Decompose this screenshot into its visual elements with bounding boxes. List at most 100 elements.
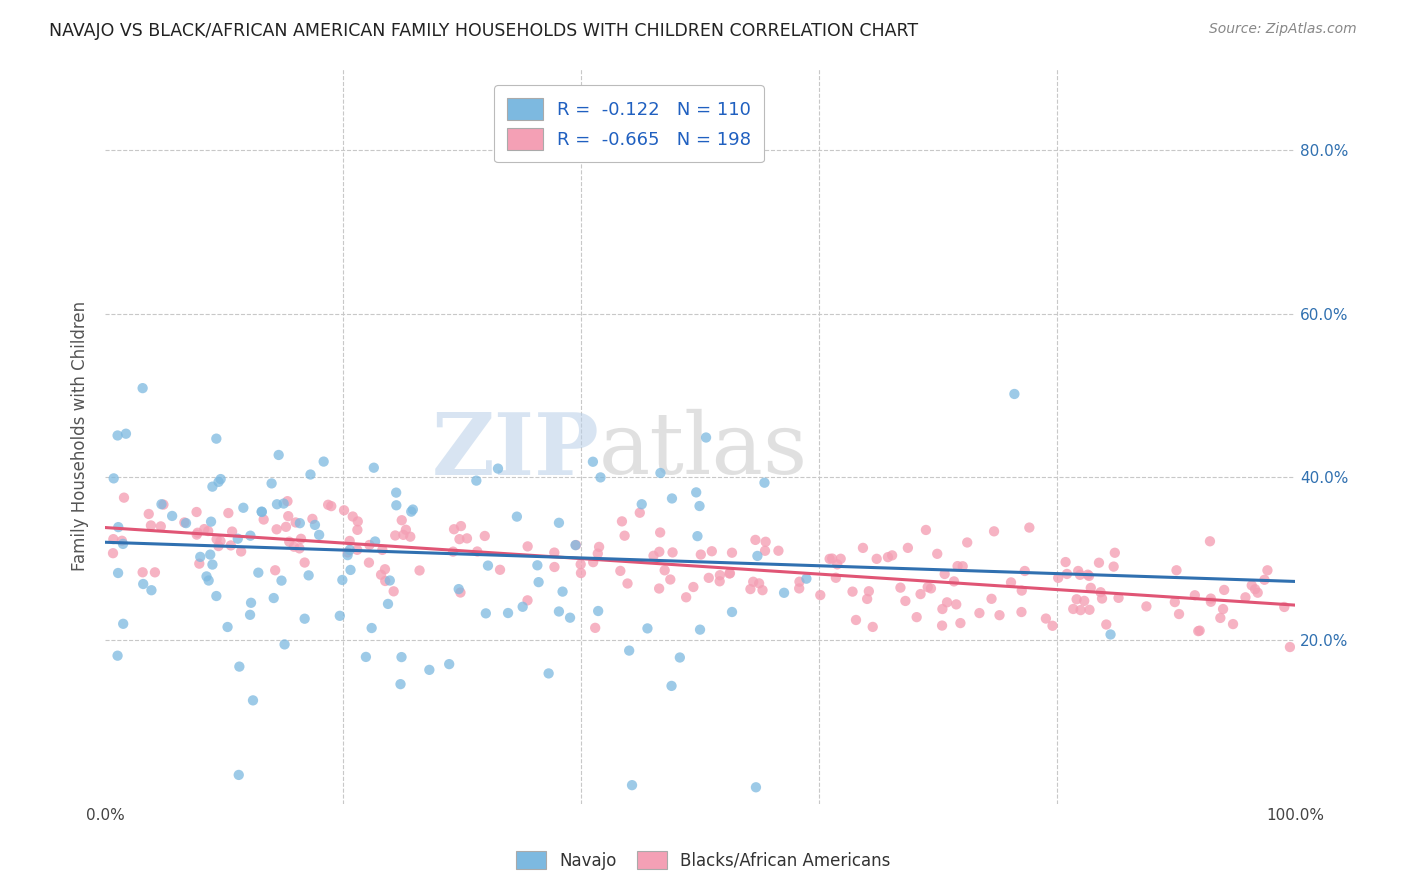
Point — [391, 513, 413, 527]
Point — [1035, 611, 1057, 625]
Point — [1069, 567, 1091, 582]
Point — [221, 524, 243, 539]
Point — [250, 505, 273, 519]
Point — [450, 519, 472, 533]
Point — [1184, 588, 1206, 602]
Point — [152, 498, 174, 512]
Point — [808, 588, 831, 602]
Point — [188, 549, 211, 564]
Point — [477, 558, 499, 573]
Point — [441, 544, 464, 558]
Point — [263, 591, 285, 605]
Point — [564, 538, 586, 552]
Point — [308, 528, 330, 542]
Point — [1135, 599, 1157, 614]
Point — [983, 524, 1005, 539]
Point — [582, 455, 605, 469]
Point — [1168, 607, 1191, 621]
Point — [768, 543, 790, 558]
Point — [339, 563, 361, 577]
Point — [927, 547, 949, 561]
Point — [543, 560, 565, 574]
Point — [298, 568, 321, 582]
Point — [384, 528, 406, 542]
Point — [1095, 617, 1118, 632]
Point — [905, 610, 928, 624]
Point — [586, 547, 609, 561]
Point — [945, 598, 967, 612]
Point — [697, 571, 720, 585]
Point — [1000, 575, 1022, 590]
Point — [195, 569, 218, 583]
Point — [364, 534, 387, 549]
Point — [186, 505, 208, 519]
Point — [392, 528, 415, 542]
Point — [443, 522, 465, 536]
Point — [1073, 594, 1095, 608]
Point — [149, 519, 172, 533]
Point — [339, 543, 361, 558]
Point — [830, 551, 852, 566]
Point — [374, 574, 396, 588]
Point — [569, 566, 592, 580]
Point — [304, 517, 326, 532]
Point — [1056, 566, 1078, 581]
Point — [359, 538, 381, 552]
Point — [200, 515, 222, 529]
Point — [402, 502, 425, 516]
Point — [205, 532, 228, 546]
Point — [821, 551, 844, 566]
Point — [267, 448, 290, 462]
Point — [742, 574, 765, 589]
Point — [399, 530, 422, 544]
Point — [1199, 591, 1222, 606]
Point — [1222, 617, 1244, 632]
Point — [336, 548, 359, 562]
Point — [1002, 387, 1025, 401]
Point — [565, 538, 588, 552]
Point — [1240, 578, 1263, 592]
Text: NAVAJO VS BLACK/AFRICAN AMERICAN FAMILY HOUSEHOLDS WITH CHILDREN CORRELATION CHA: NAVAJO VS BLACK/AFRICAN AMERICAN FAMILY … — [49, 22, 918, 40]
Point — [1080, 581, 1102, 595]
Point — [669, 650, 692, 665]
Point — [630, 497, 652, 511]
Point — [374, 562, 396, 576]
Point — [628, 506, 651, 520]
Point — [1199, 534, 1222, 549]
Point — [274, 520, 297, 534]
Point — [231, 544, 253, 558]
Point — [294, 556, 316, 570]
Point — [1104, 546, 1126, 560]
Point — [943, 574, 966, 589]
Point — [299, 467, 322, 482]
Point — [537, 666, 560, 681]
Point — [650, 466, 672, 480]
Point — [845, 613, 868, 627]
Point — [744, 533, 766, 547]
Point — [201, 480, 224, 494]
Point — [112, 491, 135, 505]
Point — [264, 563, 287, 577]
Point — [250, 505, 273, 519]
Point — [290, 532, 312, 546]
Point — [205, 589, 228, 603]
Point — [112, 616, 135, 631]
Point — [856, 591, 879, 606]
Point — [139, 518, 162, 533]
Point — [1209, 611, 1232, 625]
Point — [260, 476, 283, 491]
Point — [465, 474, 488, 488]
Point — [346, 542, 368, 557]
Point — [617, 643, 640, 657]
Point — [551, 584, 574, 599]
Point — [894, 594, 917, 608]
Point — [395, 523, 418, 537]
Point — [889, 581, 911, 595]
Point — [399, 505, 422, 519]
Text: atlas: atlas — [599, 409, 808, 492]
Point — [418, 663, 440, 677]
Point — [219, 538, 242, 552]
Point — [132, 577, 155, 591]
Legend: R =  -0.122   N = 110, R =  -0.665   N = 198: R = -0.122 N = 110, R = -0.665 N = 198 — [494, 85, 763, 162]
Point — [385, 485, 408, 500]
